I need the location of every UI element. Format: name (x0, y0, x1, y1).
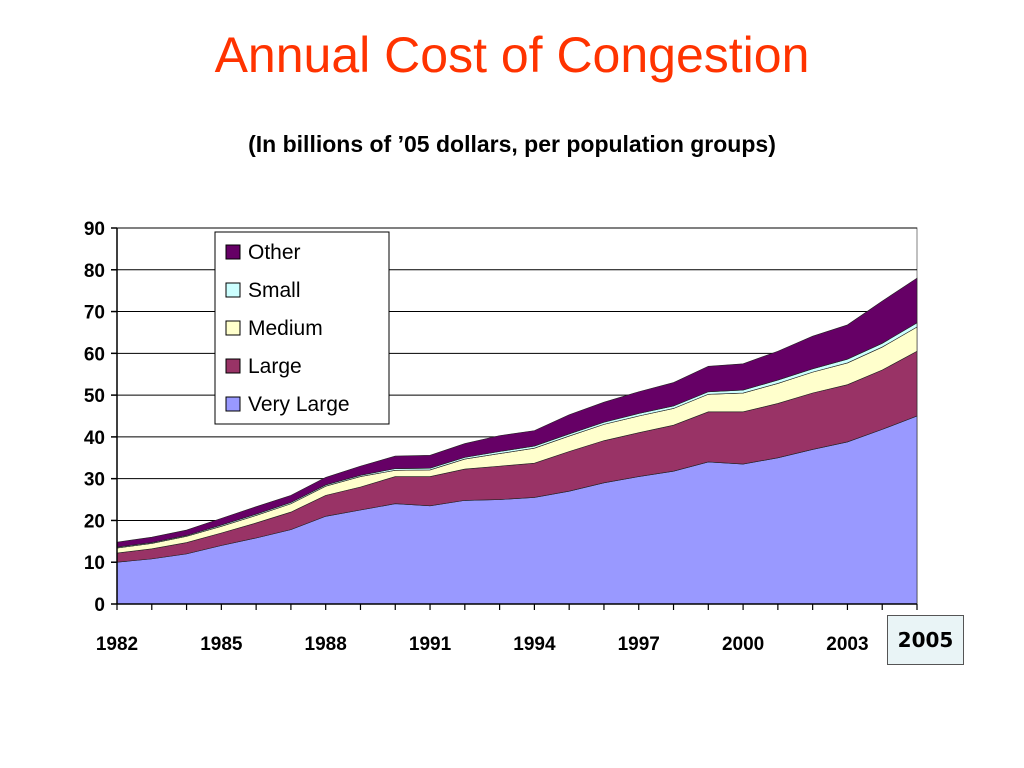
legend-swatch-large (225, 358, 241, 374)
y-tick-label-50: 50 (84, 386, 105, 407)
x-tick-label-1994: 1994 (513, 634, 556, 655)
x-tick-label-2000: 2000 (722, 634, 764, 655)
legend-label-large: Large (248, 355, 302, 378)
y-tick-label-90: 90 (84, 219, 105, 240)
x-axis-tick-labels: 1982 1985 1988 1991 1994 1997 2000 2003 (96, 634, 869, 655)
y-tick-label-70: 70 (84, 303, 105, 324)
legend-swatch-very-large (225, 396, 241, 412)
x-tick-label-1997: 1997 (618, 634, 660, 655)
y-tick-label-40: 40 (84, 428, 105, 449)
y-axis-tick-labels: 0 10 20 30 40 50 60 70 80 90 (84, 219, 105, 616)
axes (111, 227, 918, 610)
y-tick-label-10: 10 (84, 553, 105, 574)
legend-label-other: Other (248, 241, 301, 264)
y-tick-label-0: 0 (94, 595, 105, 616)
y-tick-label-60: 60 (84, 344, 105, 365)
y-tick-label-80: 80 (84, 261, 105, 282)
legend-label-small: Small (248, 279, 301, 302)
legend: Other Small Medium Large Very Large (214, 231, 390, 425)
chart-subtitle: (In billions of ’05 dollars, per populat… (248, 131, 776, 157)
legend-box (214, 231, 390, 425)
x-tick-label-1982: 1982 (96, 634, 138, 655)
x-tick-label-1991: 1991 (409, 634, 452, 655)
legend-label-medium: Medium (248, 317, 323, 340)
y-tick-label-20: 20 (84, 511, 105, 532)
x-tick-label-1988: 1988 (305, 634, 347, 655)
legend-swatch-small (225, 282, 241, 298)
x-tick-label-2005: 2005 (887, 615, 964, 665)
area-other (116, 277, 918, 548)
y-tick-label-30: 30 (84, 470, 105, 491)
legend-swatch-medium (225, 320, 241, 336)
x-tick-label-2003: 2003 (826, 634, 868, 655)
legend-swatch-other (225, 244, 241, 260)
area-series-group (116, 277, 918, 605)
x-tick-label-1985: 1985 (200, 634, 243, 655)
legend-label-very-large: Very Large (248, 393, 350, 416)
chart-title: Annual Cost of Congestion (214, 27, 810, 83)
